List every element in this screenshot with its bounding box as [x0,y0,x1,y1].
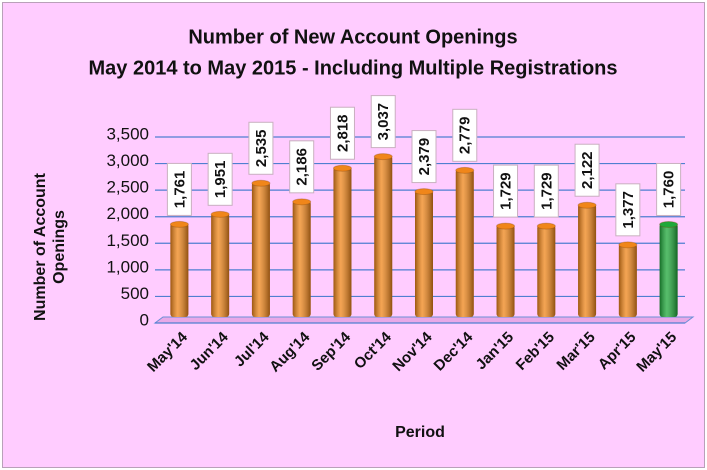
bar-cap [536,222,556,230]
bar-shade [170,223,189,317]
bar-shade [659,223,678,317]
y-tick-label: 1,500 [106,231,149,250]
value-label: 1,377 [620,191,637,229]
value-label: 1,760 [661,171,678,209]
chart-subtitle: May 2014 to May 2015 - Including Multipl… [88,57,617,79]
bar-cap [455,166,475,174]
value-label-box [207,152,233,206]
bar-shade [251,182,270,317]
x-tick-label: May'14 [144,328,191,375]
x-tick-label: Dec'14 [431,328,477,374]
value-label-box [452,108,478,162]
y-axis-label: Number of Account Openings [32,173,68,321]
value-label: 1,729 [538,172,555,210]
value-label: 2,186 [294,148,311,186]
x-tick-label: Mar'15 [554,329,599,374]
y-tick-label: 500 [121,284,149,303]
bar-cap [169,220,189,228]
bar-cap [496,222,516,230]
chart-title: Number of New Account Openings [188,26,517,48]
bar-cap [618,241,638,249]
value-label: 1,951 [212,161,229,199]
y-tick-label: 1,000 [106,257,149,276]
x-tick-label: Jan'15 [473,329,518,374]
value-label: 1,729 [498,172,515,210]
bar-cap [332,164,352,172]
value-label-box [411,130,437,184]
x-tick-label: Nov'14 [389,328,436,375]
value-label-box [533,164,559,218]
bar-shade [374,155,393,317]
bar-shade [578,204,597,317]
bar-shade [455,169,474,317]
value-label-box [656,162,682,216]
bar-shade [333,167,352,317]
value-label: 3,037 [375,103,392,141]
value-label-box [493,164,519,218]
value-label: 2,535 [253,130,270,168]
bar-cap [292,198,312,206]
value-label-box [615,183,641,237]
bar-cap [373,153,393,161]
chart: Number of New Account Openings May 2014 … [88,26,695,441]
x-tick-label: Jun'14 [187,328,233,374]
value-label-box [370,95,396,149]
value-label: 2,818 [334,114,351,152]
bar-cap [251,179,271,187]
x-tick-label: May'15 [633,329,680,376]
bar-shade [211,213,230,317]
value-label: 1,761 [171,171,188,209]
x-tick-label: Aug'14 [266,328,313,375]
bar-shade [415,190,433,317]
bar-shade [537,225,556,317]
value-label-box [248,121,274,175]
bar-cap [659,220,679,228]
x-tick-label: Sep'14 [308,328,354,374]
bar-shade [618,243,637,317]
x-tick-label: Apr'15 [595,329,640,374]
value-label-box [329,106,355,160]
value-label-box [574,143,600,197]
value-label-box [166,162,192,216]
value-label-box [289,140,315,194]
plot-floor [153,316,695,324]
value-label: 2,379 [416,138,433,176]
bar-cap [577,201,597,209]
y-tick-label: 2,000 [106,204,149,223]
x-axis-label: Period [395,424,445,441]
y-tick-label: 2,500 [106,178,149,197]
y-tick-label: 3,000 [106,151,149,170]
y-tick-label: 3,500 [106,124,149,143]
x-tick-label: Oct'14 [351,328,395,372]
x-tick-label: Feb'15 [513,329,558,374]
bar-cap [414,188,434,196]
bar-shade [292,200,311,317]
value-label: 2,122 [579,151,596,189]
y-tick-label: 0 [140,310,149,329]
value-label: 2,779 [457,117,474,155]
bar-cap [210,210,230,218]
bar-shade [496,225,515,317]
